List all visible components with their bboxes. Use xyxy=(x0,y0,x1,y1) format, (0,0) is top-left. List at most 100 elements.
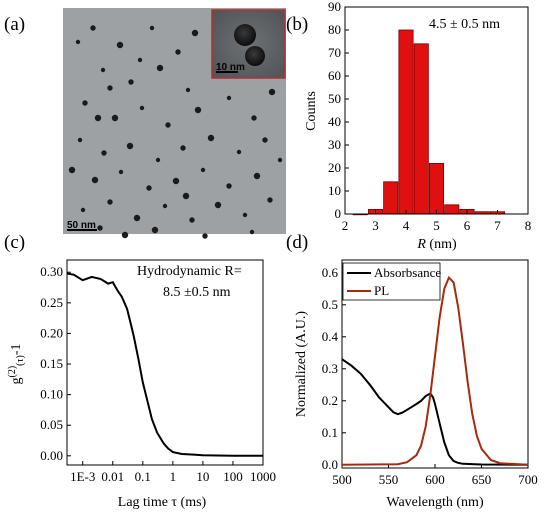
x-tick-label-d: 550 xyxy=(379,472,399,487)
x-tick-label-d: 600 xyxy=(425,472,445,487)
tem-particle xyxy=(172,177,180,185)
tem-particle xyxy=(133,214,141,222)
axes-c: 1E-3 0.01 0.1 1 10 100 1000 0.00 0.05 0.10 0.15 0.2… xyxy=(40,264,276,484)
size-annotation-b: 4.5 ± 0.5 nm xyxy=(429,17,500,32)
panel-d: (d) 500 550 600 650 700 0.0 0.1 0.2 0.3 0.4 0.5 0.6… xyxy=(286,232,538,510)
tem-particle xyxy=(262,137,268,143)
tem-particle xyxy=(77,137,83,143)
y-tick-label-b: 10 xyxy=(328,183,341,198)
plot-frame-c xyxy=(66,259,264,466)
tem-particle xyxy=(207,134,215,142)
panel-a: (a) 10 nm 50 nm xyxy=(4,8,286,239)
y-tick-label-b: 90 xyxy=(328,0,341,14)
correlation-curve xyxy=(66,272,263,457)
tem-particle xyxy=(137,57,143,63)
tem-particle xyxy=(94,114,102,122)
histogram-bars xyxy=(352,29,506,216)
y-tick-label-b: 0 xyxy=(335,206,342,221)
y-tick-label-d: 0.0 xyxy=(322,457,338,472)
x-axis-title-b-unit: (nm) xyxy=(426,237,457,252)
tem-particle xyxy=(80,207,86,213)
x-axis-title-b: R (nm) xyxy=(416,237,457,252)
x-tick-label-b: 7 xyxy=(494,218,501,233)
inset-nanoparticle-2 xyxy=(245,46,265,66)
y-tick-label-d: 0.3 xyxy=(322,361,338,376)
tem-particle xyxy=(146,185,152,191)
x-tick-label-c: 1000 xyxy=(250,469,276,484)
tem-particle xyxy=(253,172,261,180)
scale-bar-label: 50 nm xyxy=(67,220,96,231)
tem-particle xyxy=(165,122,171,128)
tem-particle xyxy=(185,87,191,93)
pl-curve xyxy=(341,275,529,466)
tem-particle xyxy=(236,149,242,155)
tem-particle xyxy=(75,39,81,45)
tem-particle xyxy=(107,85,113,91)
tem-particle xyxy=(277,157,283,163)
x-tick-label-c: 100 xyxy=(223,469,243,484)
y-tick-label-d: 0.1 xyxy=(322,425,338,440)
x-tick-label-b: 4 xyxy=(403,218,410,233)
y-tick-label-b: 70 xyxy=(328,45,341,60)
tem-particle xyxy=(155,157,161,163)
x-tick-label-c: 0.1 xyxy=(135,469,151,484)
y-axis-title-d: Normalized (A.U.) xyxy=(294,311,309,417)
legend-d xyxy=(342,262,441,301)
x-tick-label-d: 650 xyxy=(472,472,492,487)
x-tick-label-c: 1E-3 xyxy=(70,469,95,484)
tem-particle xyxy=(156,64,164,72)
panel-c-letter: (c) xyxy=(4,232,25,253)
y-tick-label-b: 60 xyxy=(328,68,341,83)
tem-particle xyxy=(191,29,199,37)
y-tick-label-d: 0.4 xyxy=(322,329,339,344)
tem-particle xyxy=(180,145,186,151)
tem-particle xyxy=(118,169,124,175)
tem-particle xyxy=(116,41,124,49)
tem-particle xyxy=(126,142,134,150)
y-tick-label-b: 40 xyxy=(328,114,341,129)
panel-a-letter: (a) xyxy=(4,14,25,35)
x-tick-label-c: 0.01 xyxy=(101,469,124,484)
tem-particle xyxy=(100,67,106,73)
tem-particle xyxy=(128,79,134,85)
tem-particle xyxy=(107,199,113,205)
histogram-bar xyxy=(444,204,460,215)
tem-particle xyxy=(91,176,99,184)
tem-particle xyxy=(121,231,129,239)
tem-particle xyxy=(175,49,181,55)
y-axis-title-c-main: g xyxy=(9,378,24,385)
tem-particle xyxy=(162,203,168,209)
y-tick-label-c: 0.10 xyxy=(40,387,63,402)
tem-particle xyxy=(182,192,190,200)
x-axis-title-d: Wavelength (nm) xyxy=(386,495,484,510)
x-axis-title-b-symbol: R xyxy=(416,237,426,252)
y-axis-title-c-tail: -1 xyxy=(9,343,24,355)
y-tick-label-b: 30 xyxy=(328,137,341,152)
tem-particle xyxy=(202,233,208,239)
absorbance-curve xyxy=(341,358,529,466)
tem-particle xyxy=(226,95,232,101)
tem-particle xyxy=(139,105,145,111)
y-tick-label-d: 0.6 xyxy=(322,265,339,280)
y-tick-label-d: 0.5 xyxy=(322,297,338,312)
x-tick-label-b: 8 xyxy=(525,218,532,233)
x-tick-label-b: 3 xyxy=(372,218,379,233)
tem-particle xyxy=(226,183,232,189)
y-tick-label-d: 0.2 xyxy=(322,393,338,408)
histogram-bar xyxy=(398,29,414,215)
tem-particle xyxy=(251,115,257,121)
tem-particle xyxy=(97,225,103,231)
inset-scale-bar-label: 10 nm xyxy=(216,62,245,73)
x-tick-label-b: 2 xyxy=(342,218,349,233)
tem-particle xyxy=(111,114,119,122)
histogram-bar xyxy=(428,162,445,215)
y-tick-label-b: 20 xyxy=(328,160,341,175)
tem-particle xyxy=(68,166,76,174)
histogram-bar xyxy=(383,181,399,215)
tem-particle xyxy=(101,150,107,156)
panel-c: (c) 1E-3 0.01 0.1 1 10 100 1000 0.00 0.05 0.10 0.1… xyxy=(4,232,276,510)
legend-label-pl: PL xyxy=(374,283,389,298)
y-tick-label-c: 0.00 xyxy=(40,448,63,463)
